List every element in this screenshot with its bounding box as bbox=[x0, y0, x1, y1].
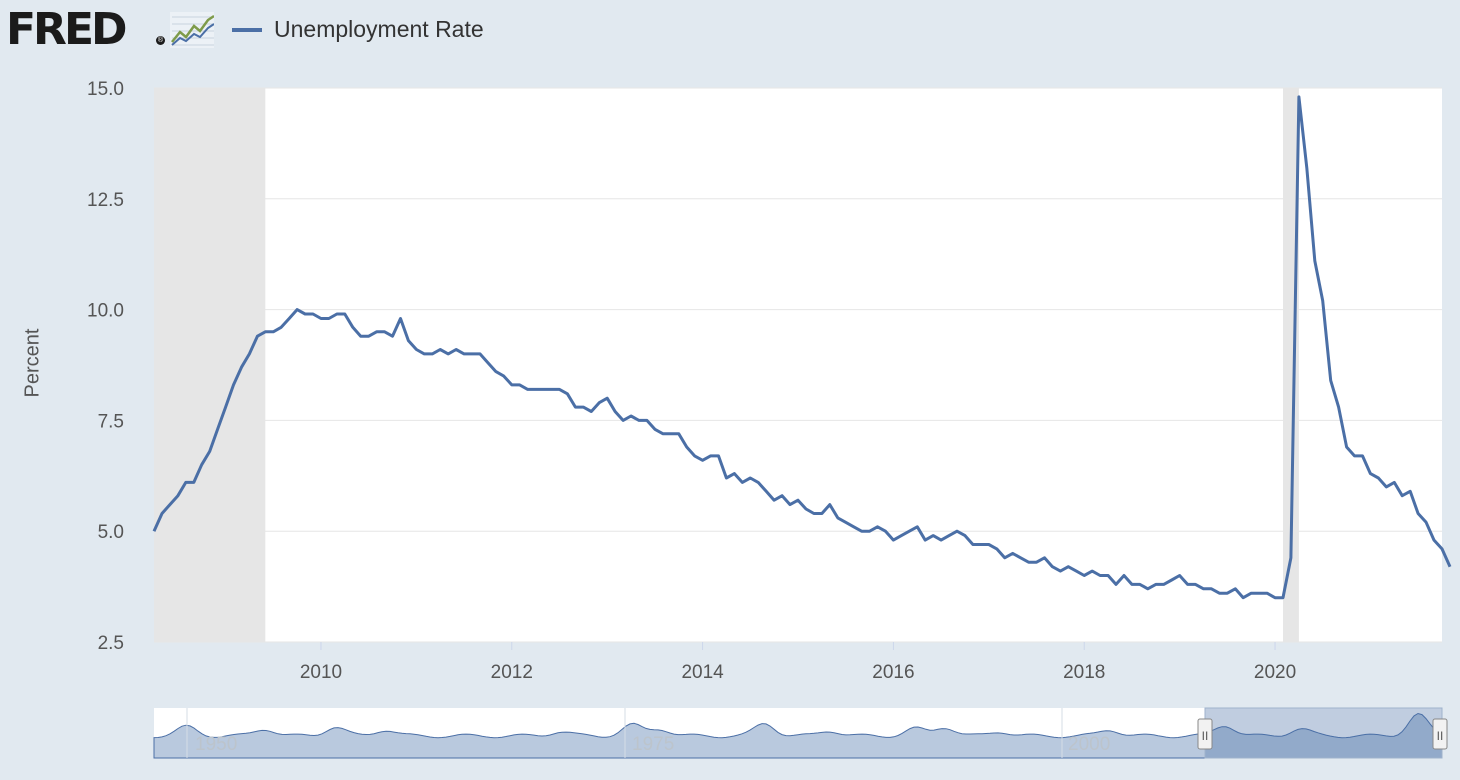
line-chart-icon bbox=[170, 12, 214, 48]
plot-area bbox=[154, 88, 1442, 642]
chart: 2.55.07.510.012.515.0 2010 2012 2014 2016 20… bbox=[87, 79, 1452, 683]
recession-bands bbox=[154, 88, 1299, 642]
svg-text:II: II bbox=[1437, 729, 1444, 743]
legend-label[interactable]: Unemployment Rate bbox=[274, 16, 484, 42]
recession-band-2 bbox=[1282, 88, 1299, 642]
x-tick-label: 2012 bbox=[491, 662, 533, 683]
grid-lines bbox=[154, 87, 1442, 643]
y-tick-label: 2.5 bbox=[98, 633, 124, 654]
navigator-area bbox=[153, 712, 1443, 759]
x-tick-label: 2010 bbox=[300, 662, 342, 683]
x-tick-label: 2014 bbox=[681, 662, 724, 683]
registered-mark: ® bbox=[156, 36, 165, 45]
y-tick-label: 15.0 bbox=[87, 79, 124, 100]
x-tick-label: 2018 bbox=[1063, 662, 1105, 683]
y-tick-label: 5.0 bbox=[98, 522, 124, 543]
navigator-label-1950: 1950 bbox=[195, 734, 237, 755]
navigator-handle-left[interactable]: II bbox=[1197, 718, 1213, 750]
fred-logo[interactable]: FRED bbox=[6, 4, 128, 55]
y-tick-labels: 2.5 5.0 7.5 10.0 12.5 15.0 bbox=[87, 79, 124, 654]
navigator-label-2000: 2000 bbox=[1068, 734, 1110, 755]
svg-text:II: II bbox=[1202, 729, 1209, 743]
range-navigator[interactable]: 1950 1975 2000 II II bbox=[0, 705, 1460, 765]
recession-band-1 bbox=[154, 88, 266, 642]
series-line-unemployment-rate[interactable] bbox=[152, 95, 1452, 600]
navigator-selected-range[interactable] bbox=[1204, 707, 1443, 759]
x-tick-labels: 2010 2012 2014 2016 2018 2020 bbox=[300, 642, 1296, 683]
x-tick-label: 2020 bbox=[1254, 662, 1296, 683]
navigator-label-1975: 1975 bbox=[632, 734, 674, 755]
y-tick-label: 12.5 bbox=[87, 190, 124, 211]
x-tick-label: 2016 bbox=[872, 662, 914, 683]
y-tick-label: 10.0 bbox=[87, 301, 124, 322]
navigator-handle-right[interactable]: II bbox=[1432, 718, 1448, 750]
y-tick-label: 7.5 bbox=[98, 411, 124, 432]
legend-swatch bbox=[232, 28, 262, 32]
header: FRED ® Unemployment Rate bbox=[0, 0, 1460, 60]
